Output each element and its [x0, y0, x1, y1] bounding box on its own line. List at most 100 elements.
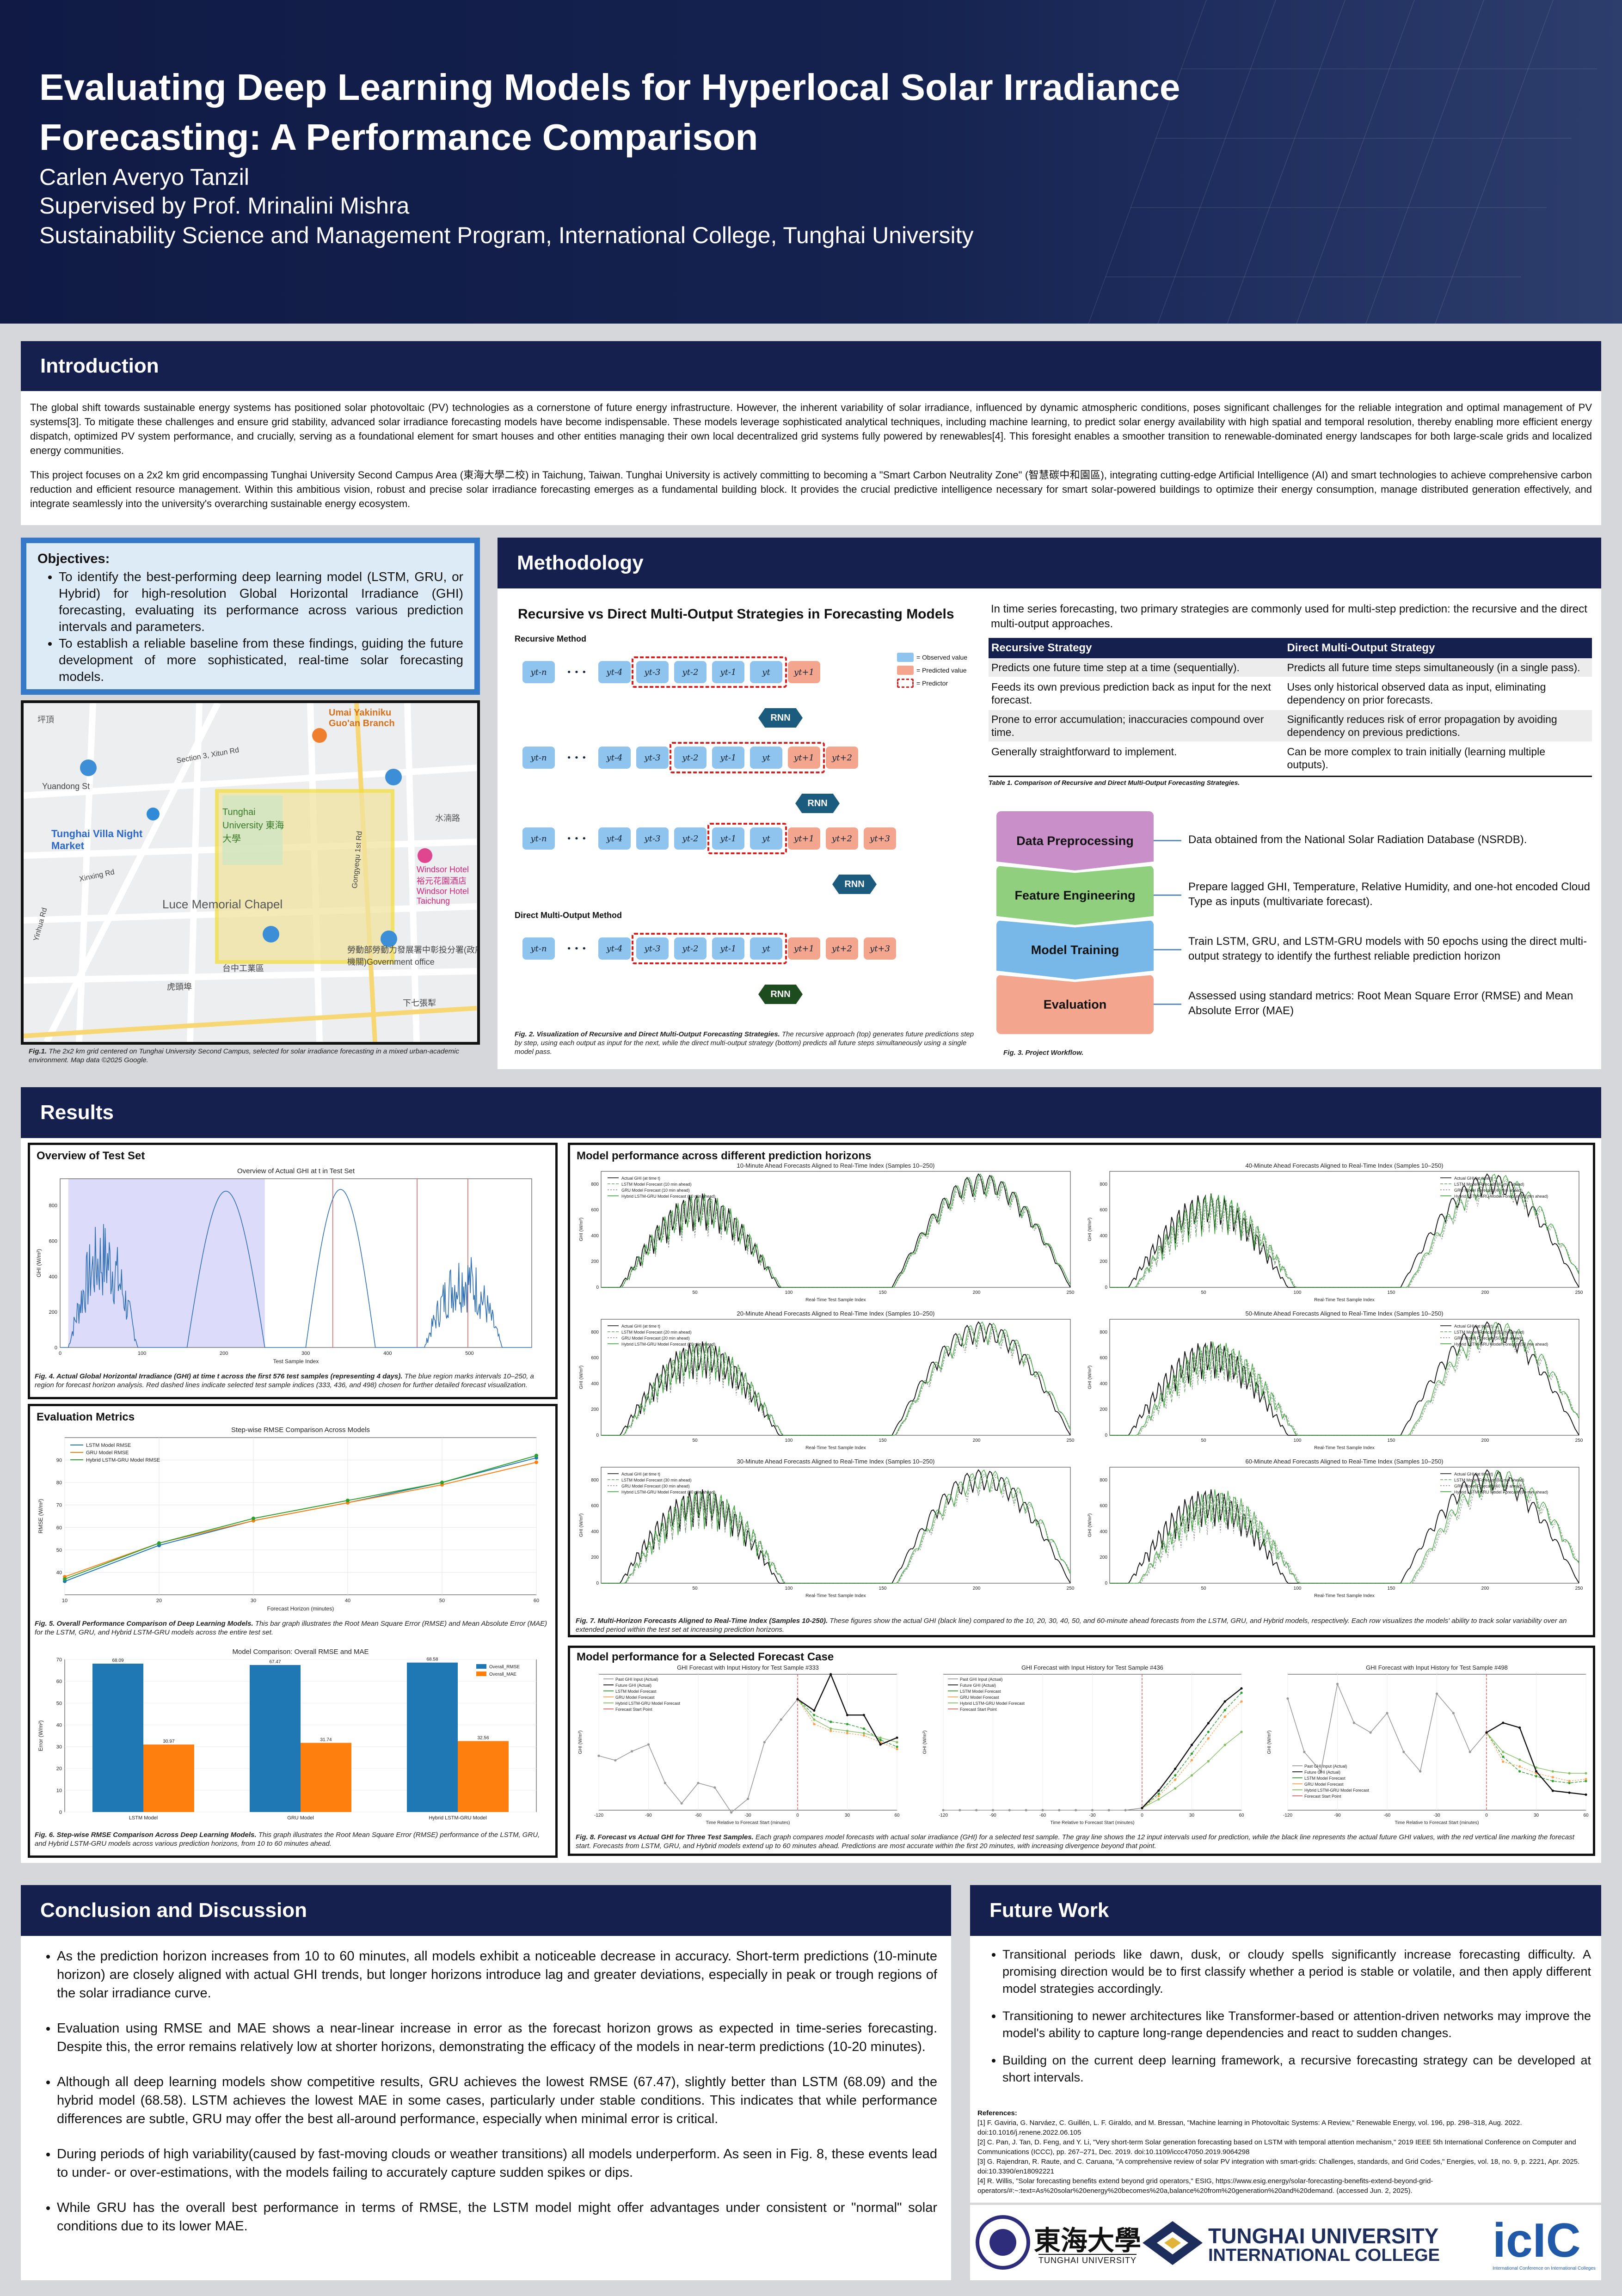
legend-label: Actual GHI (at time t)	[1454, 1472, 1493, 1476]
y-tick-label: 600	[49, 1238, 57, 1244]
x-tick-label: 30	[845, 1813, 850, 1818]
x-axis-label: Real-Time Test Sample Index	[805, 1445, 866, 1451]
legend-label: Actual GHI (at time t)	[1454, 1176, 1493, 1181]
conclusion-body: As the prediction horizon increases from…	[21, 1936, 951, 2280]
data-point	[63, 1577, 67, 1581]
bar-value-label: 68.09	[112, 1658, 123, 1663]
x-tick-label: 0	[796, 1813, 799, 1818]
x-tick-label: 200	[973, 1586, 981, 1591]
x-tick-label: 100	[785, 1586, 793, 1591]
y-axis-label: GHI (W/m²)	[1087, 1218, 1093, 1241]
table-row: Prone to error accumulation; inaccuracie…	[989, 710, 1592, 742]
y-tick-label: 40	[56, 1570, 62, 1575]
data-point	[1452, 1712, 1455, 1714]
predictor-window	[707, 823, 787, 854]
x-tick-label: 200	[973, 1438, 981, 1443]
y-tick-label: 0	[596, 1285, 599, 1290]
bar-value-label: 68.58	[426, 1657, 438, 1662]
legend-label: Hybrid LSTM-GRU Model Forecast	[615, 1701, 681, 1706]
introduction-heading: Introduction	[21, 341, 1601, 391]
y-axis-label: Error (W/m²)	[37, 1720, 44, 1751]
data-point	[1157, 1793, 1160, 1795]
ghi-series-line	[60, 1189, 532, 1348]
data-point	[680, 1802, 683, 1805]
horizons-title: Model performance across different predi…	[577, 1150, 872, 1162]
observed-token: yt-3	[636, 937, 669, 960]
bar	[250, 1665, 301, 1812]
data-point	[1502, 1721, 1505, 1724]
logo-strip: 東海大學 TUNGHAI UNIVERSITY TUNGHAI UNIVERSI…	[970, 2205, 1601, 2280]
chart-title: Step-wise RMSE Comparison Across Models	[231, 1426, 370, 1434]
legend-label: LSTM Model Forecast (60 min ahead)	[1454, 1478, 1524, 1482]
y-tick-label: 0	[1105, 1285, 1107, 1290]
y-tick-label: 200	[591, 1259, 599, 1264]
legend-label: GRU Model Forecast (10 min ahead)	[621, 1188, 690, 1193]
observed-token: yt	[750, 747, 782, 769]
rnn-block: RNN	[758, 985, 803, 1004]
predictor-window	[670, 742, 825, 773]
map-label: Windsor Hotel 裕元花園酒店Windsor Hotel Taichu…	[417, 865, 469, 906]
data-point	[631, 1750, 633, 1753]
map-label: Luce Memorial Chapel	[162, 897, 283, 911]
x-tick-label: 60	[534, 1598, 539, 1604]
data-point	[1551, 1770, 1554, 1773]
legend-label: Past GHI Input (Actual)	[960, 1677, 1003, 1682]
comparison-table: Recursive Strategy Direct Multi-Output S…	[989, 638, 1592, 786]
x-tick-label: 200	[1481, 1586, 1489, 1591]
forecast-line	[1110, 1322, 1579, 1436]
legend-label: LSTM Model Forecast (10 min ahead)	[621, 1182, 692, 1187]
x-tick-label: 40	[345, 1598, 350, 1604]
x-tick-label: 100	[785, 1290, 793, 1295]
x-tick-label: GRU Model	[287, 1815, 313, 1821]
map-graphic	[24, 703, 477, 1042]
forecast-line	[1110, 1470, 1579, 1584]
y-tick-label: 400	[1100, 1381, 1107, 1386]
conclusion-item: As the prediction horizon increases from…	[57, 1947, 937, 2002]
legend-label: GRU Model Forecast (40 min ahead)	[1454, 1188, 1523, 1193]
y-tick-label: 800	[1100, 1330, 1107, 1335]
x-tick-label: 150	[879, 1586, 887, 1591]
data-point	[1223, 1715, 1226, 1718]
overall-bar-chart: Model Comparison: Overall RMSE and MAE 0 1…	[37, 1648, 537, 1821]
predicted-token: yt+3	[864, 827, 896, 850]
data-point	[1320, 1770, 1322, 1773]
x-axis-label: Time Relative to Forecast Start (minutes…	[706, 1820, 790, 1825]
data-point	[763, 1741, 766, 1744]
legend-label: Actual GHI (at time t)	[621, 1472, 660, 1476]
x-tick-label: 100	[1294, 1290, 1302, 1295]
workflow-connector	[1154, 840, 1181, 841]
data-point	[813, 1718, 816, 1721]
x-axis-label: Time Relative to Forecast Start (minutes…	[1051, 1820, 1135, 1825]
reference-item: [3] G. Rajendran, R. Raute, and C. Carua…	[977, 2158, 1580, 2175]
data-point	[1025, 1809, 1027, 1812]
data-point	[1402, 1751, 1405, 1753]
map-label: 坪頂	[37, 715, 54, 724]
data-point	[1468, 1751, 1471, 1753]
direct-label: Direct Multi-Output Method	[515, 911, 622, 920]
data-point	[1585, 1778, 1587, 1781]
legend-label: Past GHI Input (Actual)	[615, 1677, 658, 1682]
data-point	[1518, 1765, 1521, 1768]
legend-label: Hybrid LSTM-GRU Model Forecast	[960, 1701, 1025, 1706]
predicted-token: yt+2	[826, 827, 858, 850]
stepwise-rmse-chart: Step-wise RMSE Comparison Across Models 1…	[37, 1426, 539, 1612]
legend-swatch	[476, 1664, 486, 1669]
ic-line2: INTERNATIONAL COLLEGE	[1208, 2246, 1440, 2265]
x-tick-label: -90	[989, 1813, 996, 1818]
y-tick-label: 200	[1100, 1555, 1107, 1560]
legend-label: LSTM Model RMSE	[86, 1443, 131, 1448]
observed-token: yt-4	[598, 937, 631, 960]
references: References: [1] F. Gaviria, G. Narváez, …	[970, 2105, 1601, 2203]
x-axis-label: Real-Time Test Sample Index	[805, 1593, 866, 1598]
legend-label: Future GHI (Actual)	[960, 1683, 996, 1688]
sample-chart-title: GHI Forecast with Input History for Test…	[1366, 1664, 1508, 1671]
forecast-line	[1110, 1180, 1579, 1288]
x-axis-label: Real-Time Test Sample Index	[1314, 1593, 1375, 1598]
fig1-caption: Fig.1. The 2x2 km grid centered on Tungh…	[29, 1047, 460, 1064]
observed-token: yt-3	[636, 661, 669, 683]
y-tick-label: 600	[591, 1504, 599, 1509]
data-point	[1502, 1751, 1505, 1753]
y-tick-label: 0	[55, 1345, 57, 1351]
x-tick-label: 30	[1189, 1813, 1195, 1818]
selected-sample-charts: GHI Forecast with Input History for Test…	[578, 1664, 1589, 1825]
